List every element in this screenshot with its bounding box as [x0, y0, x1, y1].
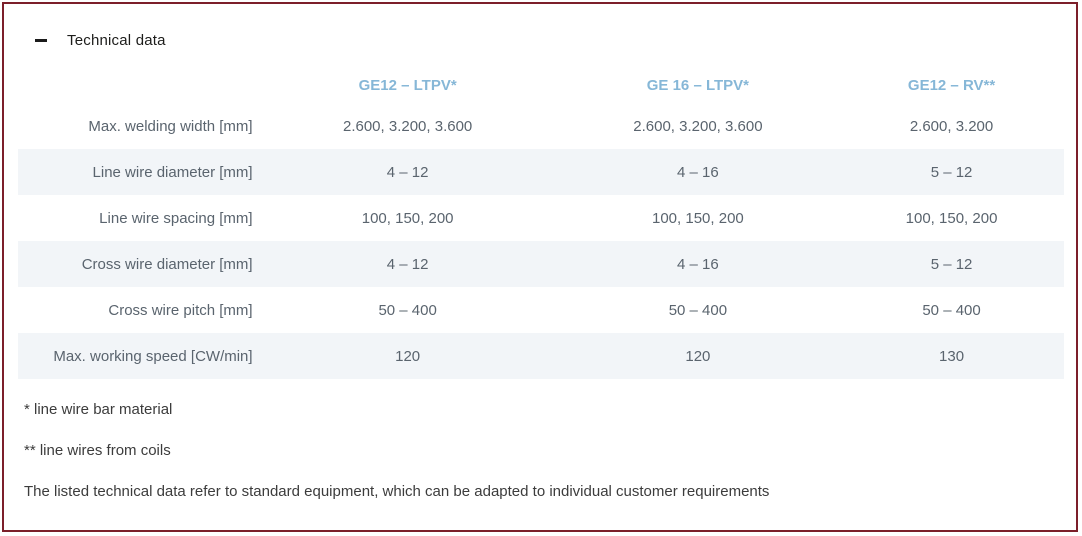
- table-cell: 4 – 12: [386, 255, 429, 273]
- row-label: Max. welding width [mm]: [88, 117, 253, 135]
- table-cell: 100, 150, 200: [652, 209, 744, 227]
- table-cell: 2.600, 3.200: [909, 117, 994, 135]
- table-row-line-wire-spacing: Line wire spacing [mm] 100, 150, 200 100…: [18, 195, 1064, 241]
- row-label: Line wire spacing [mm]: [99, 209, 253, 227]
- technical-data-table: GE12 – LTPV* GE 16 – LTPV* GE12 – RV** M…: [18, 67, 1064, 379]
- footnotes-block: * line wire bar material ** line wires f…: [24, 401, 1076, 500]
- row-label: Line wire diameter [mm]: [92, 163, 253, 181]
- table-cell: 2.600, 3.200, 3.600: [342, 117, 473, 135]
- table-cell: 130: [939, 347, 965, 365]
- table-row-line-wire-diameter: Line wire diameter [mm] 4 – 12 4 – 16 5 …: [18, 149, 1064, 195]
- collapse-minus-icon[interactable]: [35, 39, 47, 42]
- table-cell: 50 – 400: [922, 301, 981, 319]
- accordion-header-technical-data[interactable]: Technical data: [35, 32, 1076, 49]
- table-cell: 4 – 12: [386, 163, 429, 181]
- table-row-cross-wire-diameter: Cross wire diameter [mm] 4 – 12 4 – 16 5…: [18, 241, 1064, 287]
- table-row-max-working-speed: Max. working speed [CW/min] 120 120 130: [18, 333, 1064, 379]
- table-cell: 2.600, 3.200, 3.600: [633, 117, 763, 135]
- column-header-ge12-rv: GE12 – RV**: [907, 76, 996, 94]
- footnote-line-wires-from-coils: ** line wires from coils: [24, 442, 171, 459]
- table-cell: 100, 150, 200: [361, 209, 454, 227]
- column-header-ge12-ltpv: GE12 – LTPV*: [358, 76, 457, 94]
- row-label: Cross wire diameter [mm]: [81, 255, 253, 273]
- table-cell: 50 – 400: [378, 301, 437, 319]
- table-row-max-welding-width: Max. welding width [mm] 2.600, 3.200, 3.…: [18, 103, 1064, 149]
- section-title: Technical data: [67, 32, 166, 49]
- row-label: Max. working speed [CW/min]: [53, 347, 253, 365]
- table-cell: 100, 150, 200: [905, 209, 998, 227]
- table-cell: 5 – 12: [930, 255, 973, 273]
- column-header-ge16-ltpv: GE 16 – LTPV*: [646, 76, 750, 94]
- table-cell: 120: [685, 347, 711, 365]
- table-row-cross-wire-pitch: Cross wire pitch [mm] 50 – 400 50 – 400 …: [18, 287, 1064, 333]
- table-cell: 4 – 16: [677, 163, 719, 181]
- footnote-line-wire-bar-material: * line wire bar material: [24, 401, 173, 418]
- table-cell: 120: [395, 347, 421, 365]
- footnote-standard-equipment: The listed technical data refer to stand…: [24, 483, 770, 500]
- row-label: Cross wire pitch [mm]: [108, 301, 253, 319]
- table-cell: 50 – 400: [668, 301, 728, 319]
- table-header-row: GE12 – LTPV* GE 16 – LTPV* GE12 – RV**: [18, 67, 1064, 103]
- table-cell: 5 – 12: [930, 163, 973, 181]
- table-cell: 4 – 16: [677, 255, 719, 273]
- table-header-empty: [18, 67, 259, 103]
